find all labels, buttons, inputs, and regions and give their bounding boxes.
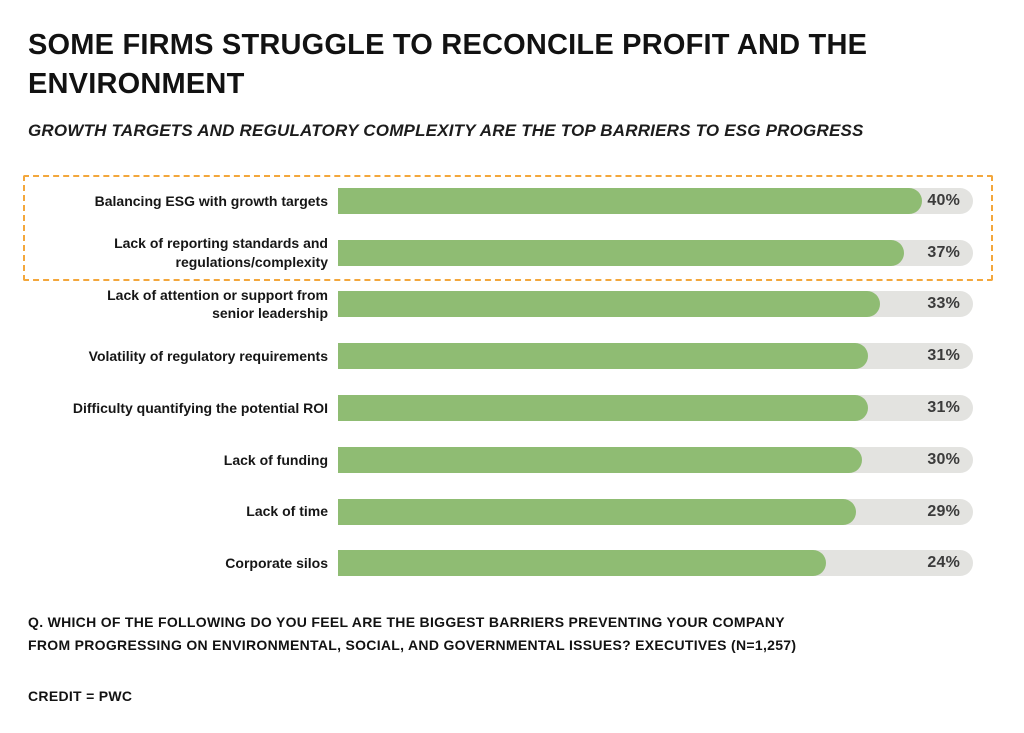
note-line-1: Q. WHICH OF THE FOLLOWING DO YOU FEEL AR… [28,614,785,630]
bar-value-label: 37% [927,243,960,261]
bar-fill [338,291,880,318]
bar-label: Lack of funding [18,451,328,469]
title-line-2: ENVIRONMENT [28,68,245,101]
bar-label-line: Difficulty quantifying the potential ROI [72,399,328,416]
bar-label-line: Lack of attention or support from [107,287,328,304]
survey-question-note: Q. WHICH OF THE FOLLOWING DO YOU FEEL AR… [28,611,796,657]
title-line-1: SOME FIRMS STRUGGLE TO RECONCILE PROFIT … [28,29,868,61]
bar-row: Lack of attention or support from senior … [0,279,1024,331]
bar-row: Lack of reporting standards and regulatio… [0,227,1024,279]
bar-label-line: regulations/complexity [175,253,328,270]
bar-track: 31% [338,395,973,422]
chart-subtitle: GROWTH TARGETS AND REGULATORY COMPLEXITY… [28,121,864,140]
bar-row: Lack of funding 30% [0,434,1024,486]
bar-track: 37% [338,239,973,266]
bar-row: Difficulty quantifying the potential ROI… [0,382,1024,434]
bar-value-label: 29% [927,502,960,520]
bar-label-line: Lack of reporting standards and [114,235,328,252]
bar-label: Corporate silos [18,554,328,572]
credit-line: CREDIT = PWC [28,688,133,704]
bar-value-label: 31% [927,399,960,417]
bar-label-line: Volatility of regulatory requirements [88,348,328,365]
bar-label: Lack of reporting standards and regulatio… [18,234,328,271]
bar-label: Difficulty quantifying the potential ROI [18,399,328,417]
bar-fill [338,343,868,370]
bar-value-label: 31% [927,347,960,365]
bar-value-label: 24% [927,554,960,572]
bar-label: Balancing ESG with growth targets [18,192,328,210]
bar-row: Balancing ESG with growth targets 40% [0,175,1024,227]
bar-label: Lack of time [18,502,328,520]
bar-track: 31% [338,343,973,370]
bar-track: 30% [338,446,973,473]
bar-fill [338,395,868,422]
bar-fill [338,187,922,214]
note-line-2: FROM PROGRESSING ON ENVIRONMENTAL, SOCIA… [28,637,797,654]
bar-label-line: Balancing ESG with growth targets [94,192,328,209]
bar-label-line: senior leadership [212,305,328,322]
bar-chart: Balancing ESG with growth targets 40% La… [0,175,1024,589]
bar-fill [338,446,862,473]
bar-label-line: Lack of time [246,503,328,520]
bar-row: Lack of time 29% [0,486,1024,538]
bar-fill [338,239,904,266]
bar-label: Volatility of regulatory requirements [18,347,328,365]
bar-track: 40% [338,187,973,214]
bar-label-line: Corporate silos [225,555,328,572]
bar-row: Corporate silos 24% [0,538,1024,590]
bar-track: 24% [338,550,973,577]
page-title: SOME FIRMS STRUGGLE TO RECONCILE PROFIT … [28,26,867,105]
bar-label: Lack of attention or support from senior … [18,286,328,323]
bar-fill [338,550,826,577]
bar-row: Volatility of regulatory requirements 31… [0,330,1024,382]
bar-value-label: 33% [927,295,960,313]
bar-label-line: Lack of funding [223,451,328,468]
bar-fill [338,498,856,525]
bar-track: 33% [338,291,973,318]
bar-track: 29% [338,498,973,525]
bar-value-label: 30% [927,450,960,468]
bar-value-label: 40% [927,191,960,209]
